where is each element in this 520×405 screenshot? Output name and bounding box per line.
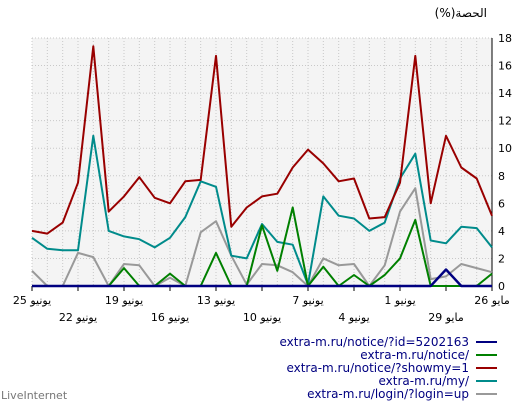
y-tick-label: 10 xyxy=(498,142,512,155)
y-tick-label: 2 xyxy=(498,252,505,265)
x-tick-label: 16 يونيو xyxy=(151,311,189,324)
y-tick-label: 8 xyxy=(498,170,505,183)
x-tick-label: 10 يونيو xyxy=(243,311,281,324)
x-tick-label: 29 مايو xyxy=(428,311,464,324)
y-tick-label: 14 xyxy=(498,87,512,100)
legend-label: extra-m.ru/notice/?id=5202163 xyxy=(279,335,469,349)
y-tick-label: 6 xyxy=(498,197,505,210)
legend-label: extra-m.ru/notice/?showmy=1 xyxy=(286,361,469,375)
x-tick-label: 1 يونيو xyxy=(384,294,415,307)
legend-label: extra-m.ru/login/?login=up xyxy=(307,387,469,401)
series-line-1 xyxy=(32,268,492,288)
x-tick-label: 26 مايو xyxy=(474,294,510,307)
x-tick-label: 7 يونيو xyxy=(292,294,323,307)
y-tick-label: 18 xyxy=(498,32,512,45)
series-line-3 xyxy=(31,45,493,235)
y-tick-label: 12 xyxy=(498,115,512,128)
legend-label: extra-m.ru/notice/ xyxy=(360,348,470,362)
series-line-4 xyxy=(31,134,493,286)
y-tick-label: 4 xyxy=(498,225,505,238)
y-axis-title: (%)الحصة xyxy=(435,6,487,20)
x-tick-label: 19 يونيو xyxy=(105,294,143,307)
y-tick-label: 16 xyxy=(498,60,512,73)
legend-label: extra-m.ru/my/ xyxy=(378,374,469,388)
x-tick-label: 22 يونيو xyxy=(59,311,97,324)
x-tick-label: 13 يونيو xyxy=(197,294,235,307)
y-tick-label: 0 xyxy=(498,280,505,293)
liveinternet-watermark: LiveInternet xyxy=(1,389,68,402)
x-tick-label: 4 يونيو xyxy=(338,311,369,324)
x-tick-label: 25 يونيو xyxy=(13,294,51,307)
